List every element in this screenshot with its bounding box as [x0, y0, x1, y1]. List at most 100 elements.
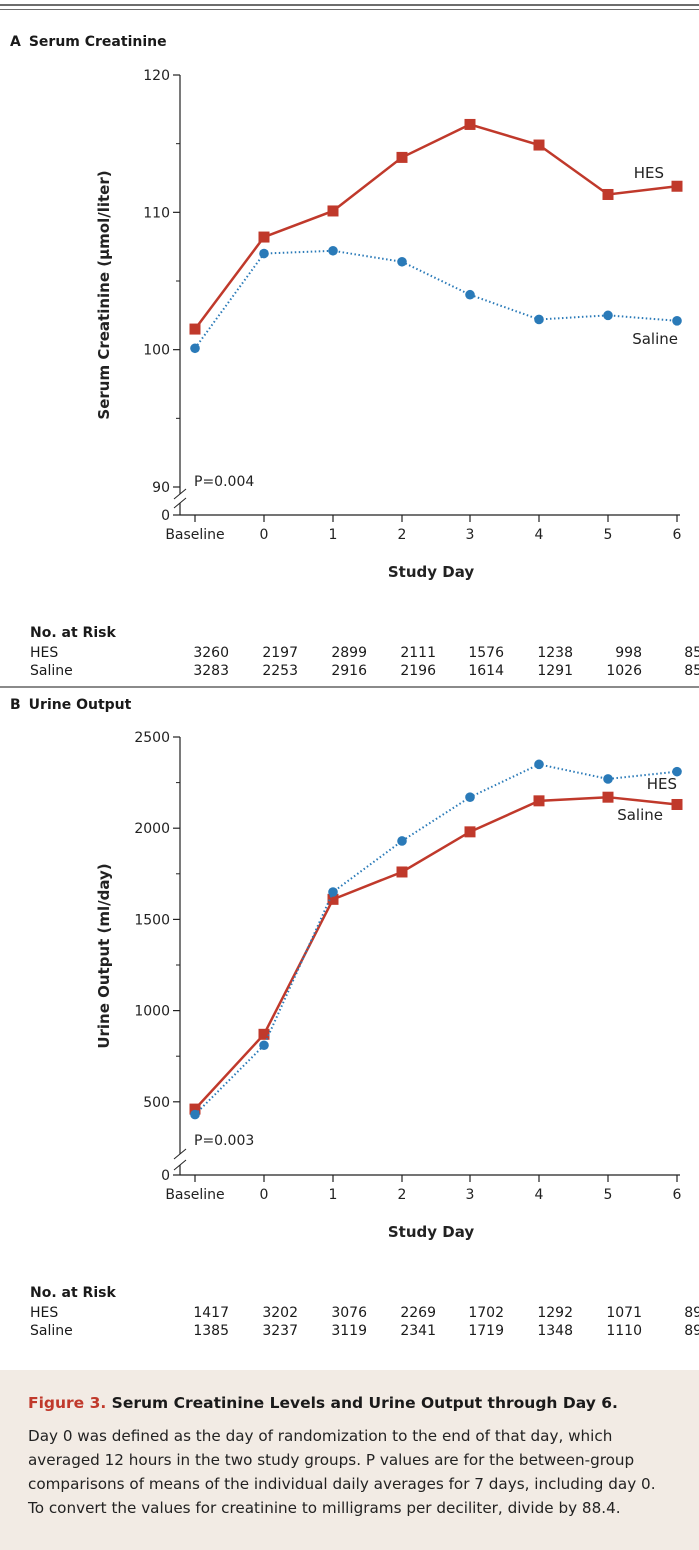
panel-b-title: B Urine Output — [10, 697, 131, 713]
y-tick-label: 120 — [143, 68, 170, 84]
risk-cell-saline: 1291 — [537, 663, 573, 679]
x-tick-label: 6 — [673, 527, 682, 543]
data-point-hes — [533, 139, 545, 151]
risk-cell-hes: 2269 — [400, 1305, 436, 1321]
risk-cell-saline: 2196 — [400, 663, 436, 679]
axis-break-mark — [173, 488, 187, 500]
risk-header-a: No. at Risk — [30, 625, 116, 641]
panel-b-title-text: Urine Output — [28, 697, 132, 713]
top-rule — [0, 4, 699, 6]
y-tick-label: 100 — [143, 343, 170, 359]
data-point-hes — [396, 151, 408, 163]
p-value-label: P=0.004 — [194, 474, 254, 490]
y-axis-title: Serum Creatinine (µmol/liter) — [95, 170, 113, 419]
series-line-hes — [193, 123, 678, 330]
data-point-hes — [189, 1103, 201, 1115]
risk-cell-hes: 3202 — [262, 1305, 298, 1321]
y-tick-label: 1000 — [134, 1004, 170, 1020]
data-point-hes — [258, 231, 270, 243]
risk-cell-hes: 1417 — [193, 1305, 229, 1321]
risk-cell-hes: 1238 — [537, 645, 573, 661]
figure-label: Figure 3. — [28, 1394, 107, 1412]
risk-cell-saline: 1614 — [468, 663, 504, 679]
x-tick-label: 0 — [260, 1187, 269, 1203]
y-tick-label: 90 — [152, 480, 170, 496]
caption-title-text: Serum Creatinine Levels and Urine Output… — [111, 1394, 618, 1412]
axis-break-mark — [173, 1159, 187, 1171]
risk-cell-saline: 2253 — [262, 663, 298, 679]
risk-cell-saline: 3237 — [262, 1323, 298, 1339]
x-tick-label: 2 — [398, 1187, 407, 1203]
series-line-saline — [194, 763, 678, 1116]
risk-cell-saline: 2341 — [400, 1323, 436, 1339]
series-label-saline: Saline — [632, 330, 678, 348]
figure-caption-box — [0, 1370, 699, 1550]
risk-cell-saline: 1026 — [606, 663, 642, 679]
panel-separator — [0, 686, 699, 688]
data-point-saline — [672, 766, 682, 777]
risk-label-b-saline: Saline — [30, 1323, 73, 1339]
series-label-saline: Saline — [617, 806, 663, 824]
urine-output-chart: 500 1000 1500 2000 2500 0 Baseline 0 1 2 3 4 5 6 Study… — [95, 730, 683, 1241]
data-point-hes — [464, 118, 476, 130]
x-tick-label: 5 — [604, 527, 613, 543]
top-rule-thin — [0, 9, 699, 10]
data-point-saline — [672, 316, 682, 326]
data-point-hes — [602, 188, 614, 200]
panel-a-letter: A — [10, 34, 21, 50]
x-tick-label: 6 — [673, 1187, 682, 1203]
y-tick-label: 2000 — [134, 821, 170, 837]
data-point-saline — [397, 256, 407, 267]
data-point-hes — [671, 180, 683, 192]
y-tick-label: 0 — [161, 508, 170, 524]
risk-cell-saline: 1385 — [193, 1323, 229, 1339]
risk-cell-hes: 1292 — [537, 1305, 573, 1321]
x-axis-title: Study Day — [388, 563, 475, 581]
x-tick-label: Baseline — [165, 527, 224, 543]
risk-cell-hes: 1071 — [606, 1305, 642, 1321]
risk-label-a-hes: HES — [30, 645, 59, 661]
data-point-saline — [465, 792, 475, 802]
data-point-hes — [189, 323, 201, 335]
caption-title: Figure 3. Serum Creatinine Levels and Ur… — [28, 1394, 678, 1412]
serum-creatinine-chart: 90 100 110 120 0 Baseline 0 1 2 3 4 5 6 Study Day Seru… — [95, 68, 683, 581]
risk-cell-hes: 1576 — [468, 645, 504, 661]
risk-cell-hes: 3260 — [193, 645, 229, 661]
series-label-hes: HES — [634, 164, 664, 182]
x-tick-label: 5 — [604, 1187, 613, 1203]
panel-b-letter: B — [10, 697, 21, 713]
panel-a-title-text: Serum Creatinine — [28, 34, 167, 50]
y-tick-label: 0 — [161, 1168, 170, 1184]
risk-cell-hes: 1702 — [468, 1305, 504, 1321]
y-tick-label: 500 — [143, 1095, 170, 1111]
data-point-saline — [397, 836, 407, 846]
data-point-hes — [396, 866, 408, 878]
x-tick-label: 3 — [466, 527, 475, 543]
y-tick-label: 2500 — [134, 730, 170, 746]
data-point-saline — [328, 887, 338, 897]
risk-cell-hes: 2197 — [262, 645, 298, 661]
risk-cell-saline: 1110 — [606, 1323, 642, 1339]
risk-cell-saline: 857 — [684, 663, 699, 679]
risk-cell-saline: 3283 — [193, 663, 229, 679]
risk-cell-saline: 3119 — [331, 1323, 367, 1339]
x-tick-label: 1 — [329, 1187, 338, 1203]
risk-cell-hes: 3076 — [331, 1305, 367, 1321]
data-point-saline — [190, 1109, 200, 1120]
risk-cell-saline: 894 — [684, 1323, 699, 1339]
risk-cell-hes: 998 — [615, 645, 642, 661]
data-point-saline — [259, 248, 269, 259]
risk-cell-hes: 894 — [684, 1305, 699, 1321]
risk-cell-hes: 2899 — [331, 645, 367, 661]
x-tick-label: 1 — [329, 527, 338, 543]
risk-cell-hes: 2111 — [400, 645, 436, 661]
data-point-saline — [328, 245, 338, 256]
risk-cell-saline: 2916 — [331, 663, 367, 679]
data-point-saline — [259, 1040, 269, 1051]
series-line-saline — [194, 249, 678, 349]
risk-cell-saline: 1719 — [468, 1323, 504, 1339]
x-tick-label: 0 — [260, 527, 269, 543]
y-tick-label: 110 — [143, 205, 170, 221]
p-value-label: P=0.003 — [194, 1133, 254, 1149]
axis-break-mark — [173, 497, 187, 509]
